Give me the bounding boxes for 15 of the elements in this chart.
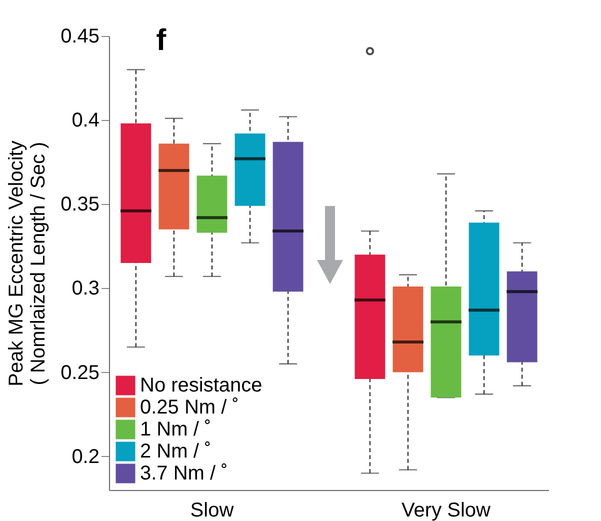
y-tick-label: 0.45 (60, 26, 100, 48)
x-tick-label: Slow (190, 500, 234, 521)
legend-label: 0.25 Nm / ˚ (140, 396, 239, 418)
legend-label: 3.7 Nm / ˚ (140, 462, 228, 484)
legend-label: 2 Nm / ˚ (140, 440, 212, 462)
y-tick-label: 0.4 (72, 110, 100, 132)
y-tick-label: 0.35 (60, 194, 100, 216)
legend-label: No resistance (140, 374, 262, 396)
y-tick-label: 0.3 (72, 278, 100, 300)
y-tick-label: 0.25 (60, 362, 100, 384)
x-tick-label: Very Slow (402, 500, 492, 521)
chart-title: f (156, 24, 168, 57)
y-tick-label: 0.2 (72, 446, 100, 468)
legend-label: 1 Nm / ˚ (140, 418, 212, 440)
y-axis-title: Peak MG Eccentric Velocity ( Nomrlaized Length / Sec ) (6, 140, 50, 386)
